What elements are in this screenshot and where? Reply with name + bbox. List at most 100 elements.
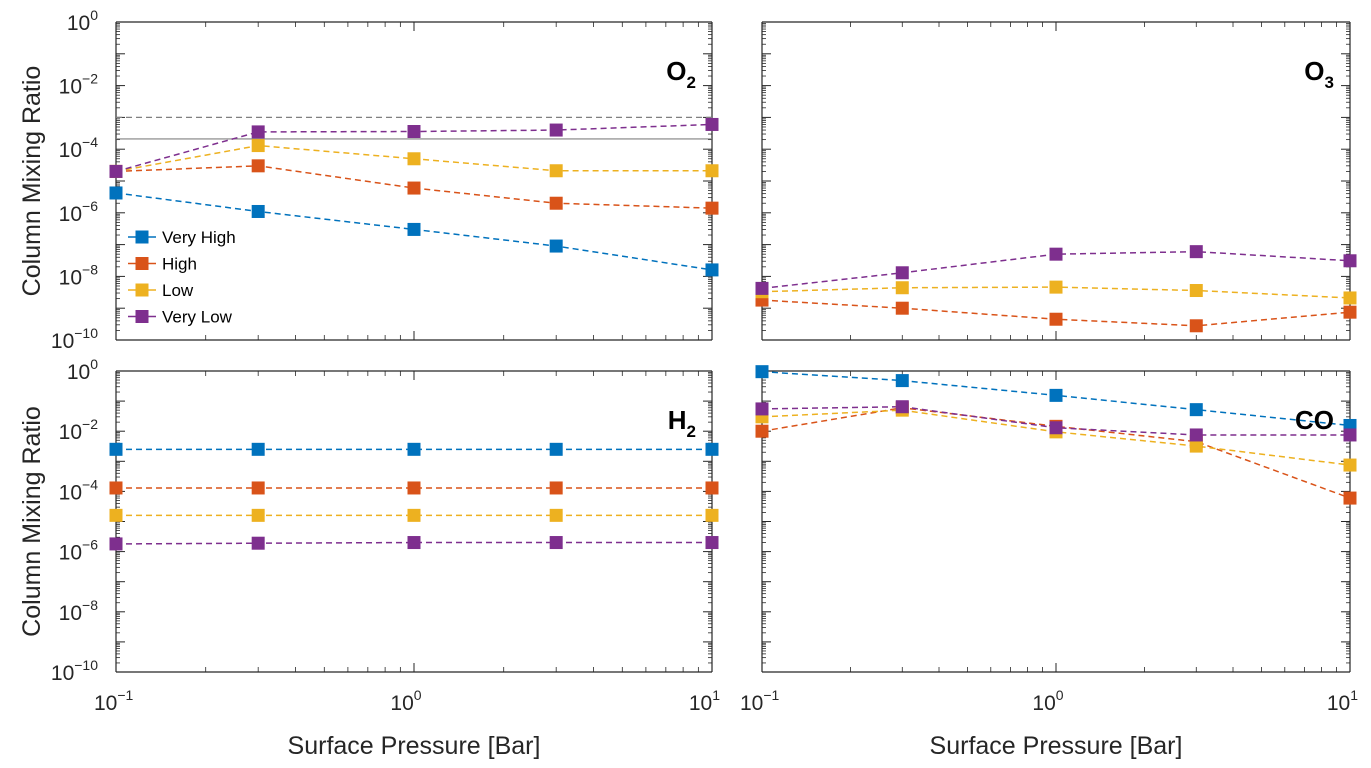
data-point-very-low [1049,247,1063,261]
data-point-high [549,481,563,495]
y-tick-label: 10−10 [51,325,98,353]
panel-1: 10−10 10−8 10−6 10−4 10−2 100 O2 Column Mixing … [18,7,719,353]
data-point-very-high [1189,403,1203,417]
y-tick-label: 10−6 [59,198,99,226]
data-point-high [1343,305,1357,319]
data-point-high [549,196,563,210]
data-point-very-low [251,125,265,139]
y-tick-label: 10−10 [51,657,98,685]
data-point-very-high [109,186,123,200]
x-tick-label: 100 [1032,687,1063,715]
data-point-high [109,481,123,495]
x-tick-label: 101 [689,687,720,715]
data-point-low [251,139,265,153]
y-axis-title: Column Mixing Ratio [18,406,46,637]
y-tick-label: 10−2 [59,71,99,99]
data-point-very-low [109,164,123,178]
data-point-very-low [895,400,909,414]
panel-2: O3 [755,21,1357,341]
data-point-very-low [109,537,123,551]
panel-3: 10−10 10−8 10−6 10−4 10−2 100 10−1 100 101 H2 Colu… [18,356,720,760]
data-point-very-high [705,263,719,277]
data-point-very-low [755,281,769,295]
x-tick-label: 100 [390,687,421,715]
data-point-very-low [549,123,563,137]
data-point-very-low [1343,254,1357,268]
data-point-very-low [549,536,563,550]
data-point-low [1343,458,1357,472]
data-point-high [705,481,719,495]
data-point-high [705,201,719,215]
data-point-very-low [705,117,719,131]
legend-marker-very-low [135,310,149,323]
data-point-high [755,424,769,438]
data-point-very-low [407,536,421,550]
data-point-very-low [1189,245,1203,259]
data-point-high [407,481,421,495]
data-area [116,448,712,545]
data-point-very-low [1049,421,1063,435]
panel-label: O2 [666,56,696,92]
legend-marker-high [135,257,149,270]
data-point-very-low [1189,428,1203,442]
legend-label-very-low: Very Low [162,308,233,327]
data-point-very-low [755,402,769,416]
data-point-low [407,152,421,166]
data-point-very-high [755,365,769,379]
data-point-very-high [407,222,421,236]
y-tick-label: 10−4 [59,134,99,162]
data-point-high [1189,319,1203,333]
legend-marker-low [135,283,149,297]
x-tick-label: 101 [1327,687,1358,715]
data-point-high [1343,491,1357,505]
data-point-low [251,508,265,522]
data-point-high [251,481,265,495]
y-tick-label: 10−2 [59,416,99,444]
data-point-low [1189,439,1203,453]
y-tick-label: 10−6 [59,537,99,565]
data-point-high [407,181,421,195]
legend-marker-very-high [135,230,149,244]
panel-label: H2 [668,405,696,441]
data-point-very-high [251,204,265,218]
panel-label: CO [1295,405,1334,435]
x-axis-title: Surface Pressure [Bar] [288,732,541,760]
data-point-high [1049,312,1063,326]
y-tick-label: 10−8 [59,261,99,289]
data-point-very-high [407,442,421,456]
data-point-low [705,164,719,178]
legend-label-very-high: Very High [162,228,236,247]
y-tick-label: 10−4 [59,476,99,504]
y-axis-title: Column Mixing Ratio [18,66,46,297]
data-point-very-high [549,442,563,456]
data-point-low [109,508,123,522]
x-tick-label: 10−1 [94,687,134,715]
data-point-very-high [895,374,909,388]
data-point-very-high [705,442,719,456]
legend-label-low: Low [162,281,194,300]
data-point-very-low [895,266,909,280]
x-tick-label: 10−1 [740,687,780,715]
series-line-high [116,165,712,209]
data-point-very-high [109,442,123,456]
data-point-low [895,281,909,295]
data-point-low [705,508,719,522]
legend: Very High High Low Very Low [128,228,236,327]
series-line-very-low [116,541,712,545]
data-point-very-high [251,442,265,456]
data-point-very-high [1049,388,1063,402]
data-point-low [1189,284,1203,298]
data-point-very-low [407,125,421,139]
data-point-low [549,508,563,522]
series-line-high [762,407,1350,499]
panel-4: 10−1 100 101 CO Surface Pressure [Bar] [740,365,1358,760]
data-point-very-low [705,536,719,550]
data-point-low [1049,280,1063,294]
data-point-very-low [1343,428,1357,442]
data-point-low [1343,291,1357,305]
data-point-low [407,508,421,522]
data-point-very-high [549,239,563,253]
y-tick-label: 10−8 [59,597,99,625]
y-tick-label: 100 [67,356,98,384]
